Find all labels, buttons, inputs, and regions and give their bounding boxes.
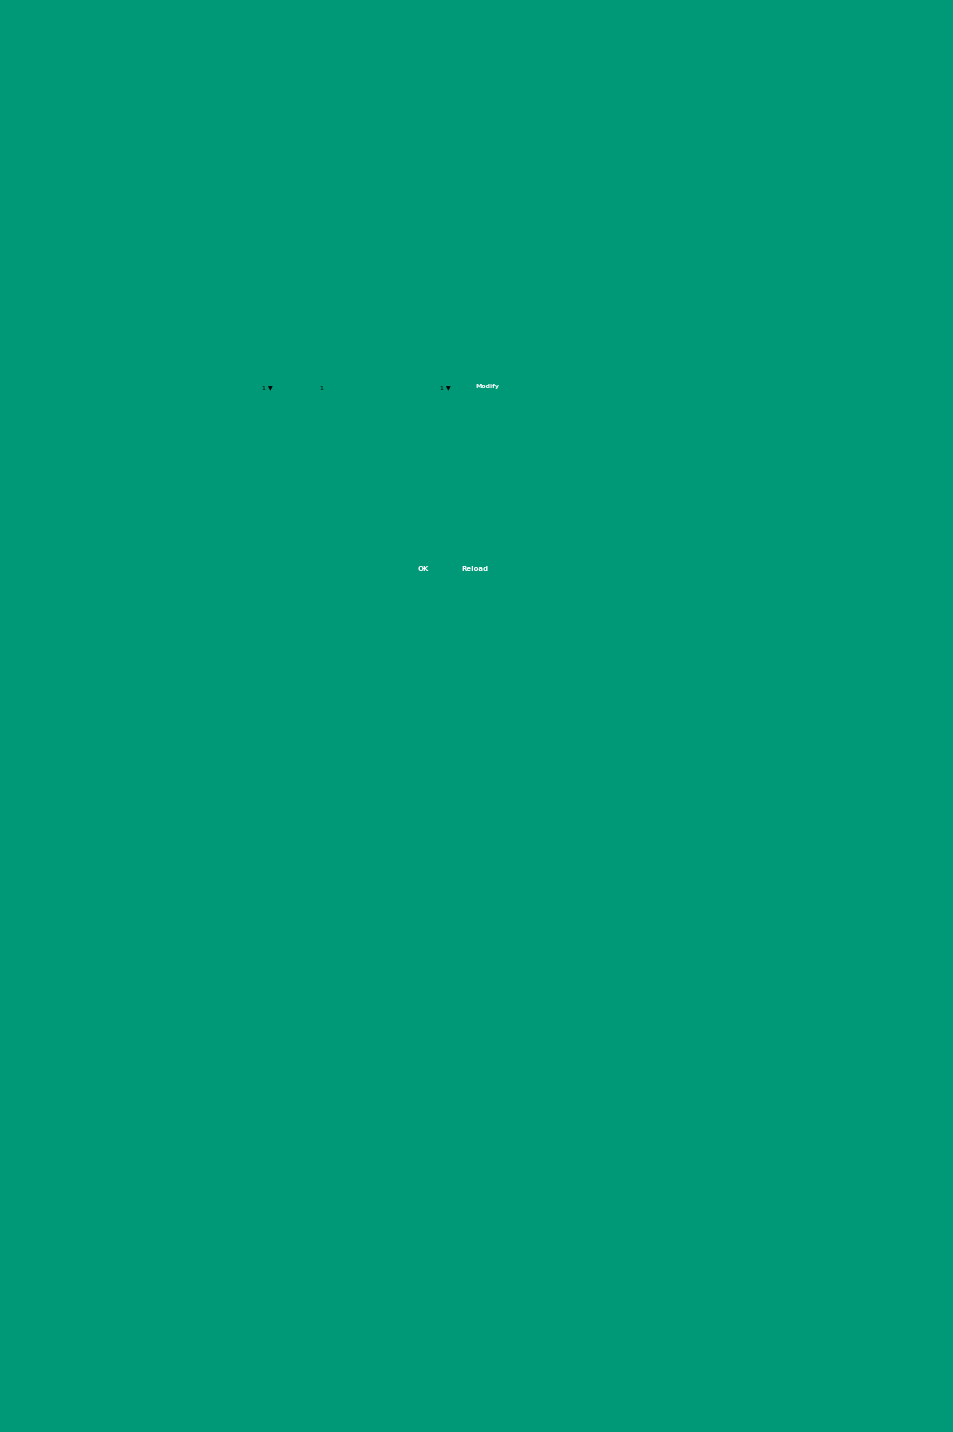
Text: The switch supports 4 egress queues for each port. For each queue, you can
speci: The switch supports 4 egress queues for … [91, 720, 652, 758]
Text: Some VLAN tag related field settings for each port are included in this page. It: Some VLAN tag related field settings for… [91, 126, 665, 163]
Text: OK: OK [560, 322, 584, 337]
Text: Port 1 -> PVD1:   1 / CoS:0: Port 1 -> PVD1: 1 / CoS:0 [244, 405, 328, 411]
Text: Strict priority scheduling:: Strict priority scheduling: [138, 776, 351, 790]
FancyBboxPatch shape [200, 324, 748, 599]
FancyBboxPatch shape [432, 378, 458, 397]
Text: every untagged packet received from this
port will be assigned to this CoS in th: every untagged packet received from this… [326, 265, 714, 302]
Text: PVID:: PVID: [138, 211, 184, 225]
FancyBboxPatch shape [241, 480, 417, 500]
Text: GigaX2008EX L2 Managed Switch User Manual: GigaX2008EX L2 Managed Switch User Manua… [634, 17, 910, 30]
Text: Reload: Reload [461, 566, 488, 571]
FancyBboxPatch shape [253, 378, 281, 397]
Text: Default Port VLAN & CoS: Default Port VLAN & CoS [210, 334, 355, 342]
FancyBboxPatch shape [241, 440, 417, 460]
Text: Save: Save [298, 385, 337, 400]
Text: Port 5 -> PVD5:   1 / CoS:0: Port 5 -> PVD5: 1 / CoS:0 [244, 487, 328, 493]
Text: Modify: Modify [475, 384, 499, 390]
Text: PVD:: PVD: [293, 377, 311, 385]
Text: Port 3 -> PVD3:   1 / CoS:0: Port 3 -> PVD3: 1 / CoS:0 [244, 447, 328, 451]
Text: CoS (Class of Service) value:: CoS (Class of Service) value: [138, 265, 374, 279]
Text: each CoS value can map into one of the four
queues. The queue 4 has the highest : each CoS value can map into one of the f… [314, 776, 859, 879]
FancyBboxPatch shape [0, 0, 953, 1114]
Text: port-based VLAN ID. Every untagged packet received from this port
will be tagged: port-based VLAN ID. Every untagged packe… [171, 211, 670, 248]
Text: 4.5.7   Default Port VLAN and CoS: 4.5.7 Default Port VLAN and CoS [91, 79, 515, 99]
Text: Port 7 -> PVD7:   1 / CoS:0: Port 7 -> PVD7: 1 / CoS:0 [244, 528, 328, 533]
Text: 4.5.8   CoS Queue Mapping: 4.5.8 CoS Queue Mapping [91, 673, 429, 693]
Text: 1 ▼: 1 ▼ [439, 385, 451, 391]
FancyBboxPatch shape [200, 324, 748, 352]
FancyBboxPatch shape [241, 521, 417, 541]
Text: Port 6 -> PVD6:   1 / CoS:0: Port 6 -> PVD6: 1 / CoS:0 [244, 508, 328, 513]
Text: Port:: Port: [138, 169, 179, 183]
FancyBboxPatch shape [241, 398, 417, 418]
Text: OK: OK [417, 566, 429, 571]
FancyBboxPatch shape [316, 378, 372, 397]
Text: .: . [326, 385, 331, 400]
Text: Click on: Click on [91, 322, 153, 337]
Text: 1: 1 [319, 385, 323, 391]
Text: Modify: Modify [149, 322, 205, 337]
Text: 1 ▼: 1 ▼ [261, 385, 273, 391]
Text: WRR scheduling requires you to
specify a number that indicates the importance (w: WRR scheduling requires you to specify a… [384, 928, 953, 1075]
Text: Port 4 -> PVD4:   1 / CoS:0: Port 4 -> PVD4: 1 / CoS:0 [244, 467, 328, 473]
Text: to change the content in the port list window. Click on: to change the content in the port list w… [191, 322, 597, 337]
Text: Port 2 -> PVD2:   1 / CoS:0: Port 2 -> PVD2: 1 / CoS:0 [244, 427, 328, 431]
FancyBboxPatch shape [417, 398, 425, 561]
Text: Configuration” page, then click: Configuration” page, then click [91, 385, 323, 400]
FancyBboxPatch shape [241, 398, 417, 561]
Text: select the port to configure: select the port to configure [171, 169, 375, 183]
Text: Figure 24. Default port VLAN and CoS: Figure 24. Default port VLAN and CoS [335, 623, 618, 636]
Text: Port 8 -> PVD8:   1 / CoS:0: Port 8 -> PVD8: 1 / CoS:0 [244, 548, 328, 554]
FancyBboxPatch shape [224, 364, 724, 587]
Text: 23: 23 [468, 1389, 485, 1403]
Text: to save the configuration. To make the configuration effective, go to “Save: to save the configuration. To make the c… [91, 354, 638, 368]
Text: Port:: Port: [229, 377, 247, 385]
Text: Weighted round-robin (WRR) scheduling:: Weighted round-robin (WRR) scheduling: [138, 928, 477, 942]
Text: CoS Value:: CoS Value: [379, 377, 420, 385]
